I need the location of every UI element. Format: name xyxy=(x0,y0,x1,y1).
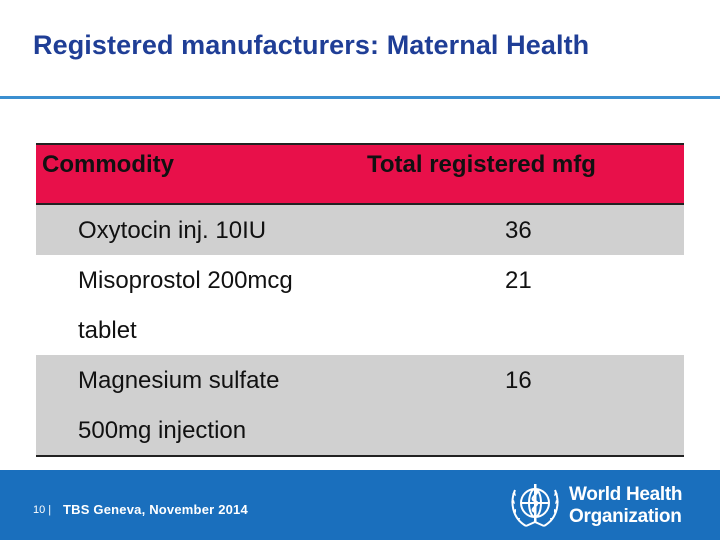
header-commodity: Commodity xyxy=(42,151,174,178)
who-wordmark-line1: World Health xyxy=(569,484,683,505)
header-total-registered: Total registered mfg xyxy=(367,151,596,178)
footer-bar xyxy=(0,470,720,540)
commodity-name-cont: 500mg injection xyxy=(78,417,247,444)
title-divider xyxy=(0,96,720,99)
registered-count: 21 xyxy=(505,267,532,294)
who-wordmark: World Health Organization xyxy=(569,484,683,528)
commodity-name: Misoprostol 200mcg xyxy=(78,267,293,294)
commodity-name: Magnesium sulfate xyxy=(78,367,280,394)
table-row: Misoprostol 200mcg tablet 21 xyxy=(36,255,684,355)
commodity-name-cont: tablet xyxy=(78,317,137,344)
page-number: 10 | xyxy=(33,504,52,516)
table-row: Magnesium sulfate 500mg injection 16 xyxy=(36,355,684,455)
slide-title: Registered manufacturers: Maternal Healt… xyxy=(33,30,590,60)
manufacturers-table: Commodity Total registered mfg Oxytocin … xyxy=(36,143,684,457)
who-emblem-icon xyxy=(511,484,559,527)
table-header-row: Commodity Total registered mfg xyxy=(36,145,684,205)
table-row: Oxytocin inj. 10IU 36 xyxy=(36,205,684,255)
registered-count: 36 xyxy=(505,217,532,244)
who-wordmark-line2: Organization xyxy=(569,506,682,527)
footer-event: TBS Geneva, November 2014 xyxy=(63,502,248,517)
registered-count: 16 xyxy=(505,367,532,394)
commodity-name: Oxytocin inj. 10IU xyxy=(78,217,267,244)
